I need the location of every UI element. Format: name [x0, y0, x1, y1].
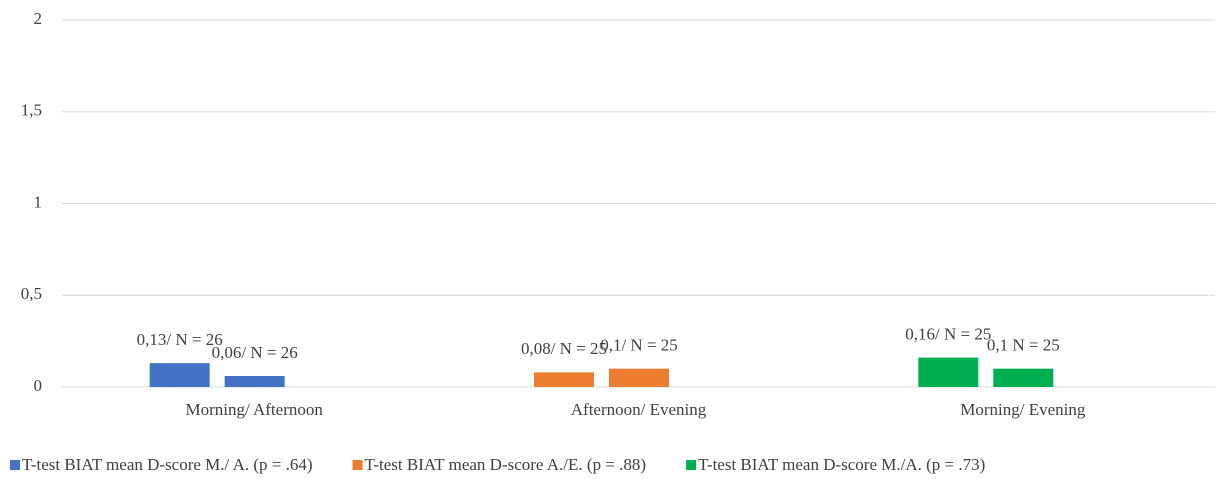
- y-tick-label: 2: [34, 9, 43, 28]
- legend-swatch: [686, 460, 697, 470]
- y-tick-label: 1,5: [21, 101, 42, 120]
- legend-swatch: [10, 460, 20, 470]
- legend-swatch: [352, 460, 363, 470]
- y-tick-label: 1: [34, 192, 43, 211]
- x-tick-label: Morning/ Evening: [960, 400, 1086, 419]
- bar: [993, 368, 1054, 387]
- value-label: 0,06/ N = 26: [212, 343, 298, 362]
- y-tick-label: 0: [34, 376, 43, 395]
- value-label: 0,16/ N = 25: [905, 325, 991, 344]
- x-tick-label: Morning/ Afternoon: [185, 400, 323, 419]
- y-tick-label: 0,5: [21, 284, 42, 303]
- value-label: 0,13/ N = 26: [137, 330, 223, 349]
- bar: [224, 375, 285, 387]
- value-label: 0,1/ N = 25: [600, 336, 678, 355]
- legend-label: T-test BIAT mean D-score M./ A. (p = .64…: [22, 455, 313, 474]
- bar: [609, 368, 669, 387]
- legend-label: T-test BIAT mean D-score M./A. (p = .73): [698, 455, 985, 474]
- bar: [149, 363, 210, 387]
- value-label: 0,08/ N = 25: [521, 339, 607, 358]
- value-label: 0,1 N = 25: [987, 336, 1060, 355]
- legend-label: T-test BIAT mean D-score A./E. (p = .88): [365, 455, 647, 474]
- bar: [534, 372, 594, 387]
- bar: [918, 357, 979, 387]
- x-tick-label: Afternoon/ Evening: [571, 400, 707, 419]
